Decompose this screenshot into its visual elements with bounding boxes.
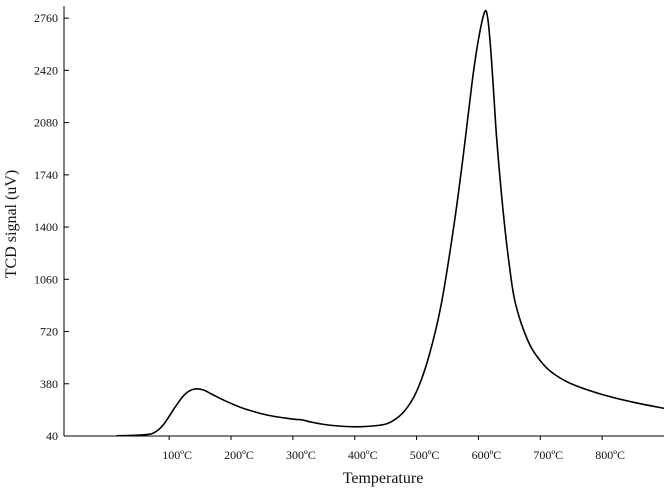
axes <box>63 6 664 437</box>
y-axis-title: TCD signal (uV) <box>3 170 20 278</box>
y-tick-label: 1400 <box>34 220 58 234</box>
x-tick-label: 100ºC <box>162 448 192 462</box>
y-tick-label: 1740 <box>34 168 58 182</box>
x-tick-label: 200ºC <box>224 448 254 462</box>
x-tick-label: 800ºC <box>595 448 625 462</box>
x-tick-label: 500ºC <box>410 448 440 462</box>
x-tick-label: 300ºC <box>286 448 316 462</box>
y-tick-label: 2080 <box>34 116 58 130</box>
y-tick-label: 1060 <box>34 272 58 286</box>
x-tick-label: 400ºC <box>348 448 378 462</box>
y-tick-label: 2420 <box>34 63 58 77</box>
series-line-0 <box>116 9 665 437</box>
y-tick-label: 380 <box>40 377 58 391</box>
x-tick-label: 700ºC <box>533 448 563 462</box>
series-group <box>116 9 665 437</box>
y-ticks: 40 380 720 1060 1400 1740 2080 2420 2760 <box>34 11 69 443</box>
x-ticks: 100ºC 200ºC 300ºC 400ºC 500ºC 600ºC 700ºC 800ºC <box>162 436 625 462</box>
y-tick-label: 40 <box>46 429 58 443</box>
x-axis-title: Temperature <box>343 470 424 487</box>
y-tick-label: 2760 <box>34 11 58 25</box>
x-tick-label: 600ºC <box>472 448 502 462</box>
y-tick-label: 720 <box>40 325 58 339</box>
